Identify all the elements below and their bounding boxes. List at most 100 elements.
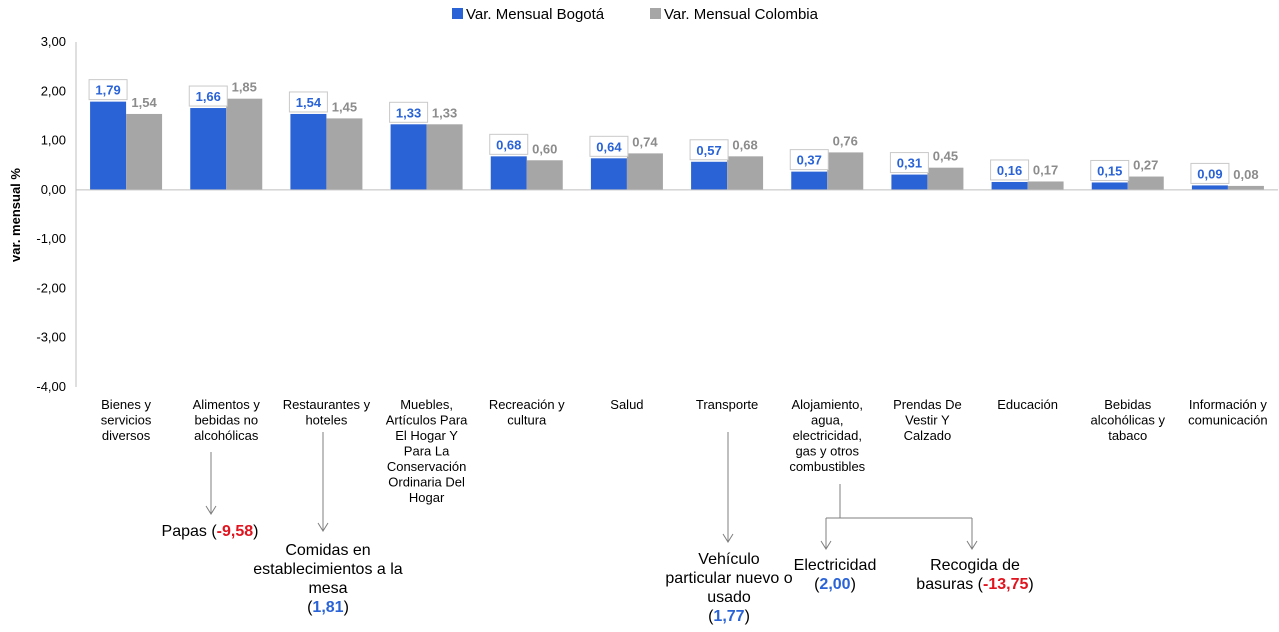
data-label-colombia: 1,33 — [432, 105, 457, 120]
data-label-bogota: 0,57 — [696, 143, 721, 158]
arrowhead-electricidad — [820, 540, 832, 550]
annotation-vehiculo: Vehículo particular nuevo o usado (1,77) — [665, 551, 793, 625]
bar-colombia — [326, 118, 363, 190]
data-label-box — [889, 152, 929, 174]
legend-swatch-colombia — [650, 8, 661, 19]
arrowhead-comidas — [317, 522, 329, 532]
category-label: Bebidas alcohólicas y tabaco — [1091, 397, 1166, 443]
chart-legend: Var. Mensual Bogotá Var. Mensual Colombia — [452, 6, 819, 23]
bar-bogota — [490, 156, 527, 190]
y-tick-label: 2,00 — [41, 83, 66, 98]
category-label: Alimentos y bebidas no alcohólicas — [193, 397, 261, 443]
data-label-bogota: 0,68 — [496, 137, 521, 152]
data-label-bogota: 0,37 — [797, 153, 822, 168]
data-label-box — [389, 101, 429, 123]
data-label-box — [188, 85, 228, 107]
category-labels: Bienes y servicios diversos Alimentos y bebi… — [101, 397, 1268, 505]
data-label-bogota: 0,31 — [897, 156, 922, 171]
data-label-box — [489, 133, 529, 155]
bar-colombia — [226, 98, 263, 190]
data-label-bogota: 1,54 — [296, 95, 322, 110]
category-label: Salud — [610, 397, 643, 412]
data-label-colombia: 0,27 — [1133, 158, 1158, 173]
bar-colombia — [526, 160, 563, 190]
data-label-box — [589, 135, 629, 157]
bar-colombia — [626, 153, 663, 190]
arrowhead-vehiculo — [722, 533, 734, 543]
category-label: Transporte — [696, 397, 758, 412]
bar-bogota — [290, 113, 327, 190]
bar-colombia — [1127, 176, 1164, 190]
legend-label-colombia: Var. Mensual Colombia — [664, 6, 819, 23]
y-tick-label: -4,00 — [36, 379, 66, 394]
annotation-comidas: Comidas en establecimientos a la mesa (1… — [253, 542, 403, 616]
data-label-colombia: 0,68 — [732, 137, 757, 152]
annotation-electricidad: Electricidad (2,00) — [793, 557, 877, 593]
y-tick-label: 0,00 — [41, 182, 66, 197]
data-label-bogota: 1,79 — [95, 83, 120, 98]
bar-bogota — [1091, 182, 1128, 190]
data-label-colombia: 1,45 — [332, 99, 357, 114]
bar-bogota — [590, 158, 627, 190]
category-label: Educación — [997, 397, 1058, 412]
data-label-bogota: 1,33 — [396, 105, 421, 120]
bar-bogota — [1191, 185, 1228, 190]
bar-bogota — [691, 161, 728, 190]
bar-colombia — [1227, 185, 1264, 190]
category-label: Restaurantes y hoteles — [283, 397, 371, 428]
category-label: Muebles, Artículos Para El Hogar Y Para La C… — [386, 397, 468, 505]
y-tick-label: -3,00 — [36, 330, 66, 345]
bar-colombia — [927, 167, 964, 190]
data-label-bogota: 0,64 — [596, 139, 622, 154]
bar-bogota — [90, 101, 127, 190]
y-tick-label: -2,00 — [36, 280, 66, 295]
data-label-colombia: 0,17 — [1033, 162, 1058, 177]
data-label-bogota: 0,09 — [1197, 166, 1222, 181]
arrowhead-papas — [205, 505, 217, 515]
data-label-box — [1190, 162, 1230, 184]
data-label-colombia: 1,85 — [232, 80, 257, 95]
legend-swatch-bogota — [452, 8, 463, 19]
data-labels: 1,79 1,54 1,66 1,85 1,54 1,45 1,33 1,33 0,68 0,60… — [88, 79, 1259, 184]
arrowhead-recogida — [966, 540, 978, 550]
category-label: Recreación y cultura — [489, 397, 565, 428]
annotation-recogida: Recogida de basuras (-13,75) — [916, 557, 1034, 593]
y-axis-ticks: 3,00 2,00 1,00 0,00 -1,00 -2,00 -3,00 -4,00 — [36, 34, 66, 394]
data-label-box — [789, 149, 829, 171]
data-label-bogota: 0,16 — [997, 163, 1022, 178]
legend-label-bogota: Var. Mensual Bogotá — [466, 6, 605, 23]
data-label-colombia: 0,08 — [1233, 167, 1258, 182]
category-label: Información y comunicación — [1188, 397, 1268, 428]
data-label-bogota: 0,15 — [1097, 163, 1122, 178]
data-label-colombia: 0,45 — [933, 149, 958, 164]
annotation-papas: Papas (-9,58) — [161, 523, 259, 540]
data-label-colombia: 0,76 — [833, 133, 858, 148]
y-tick-label: -1,00 — [36, 231, 66, 246]
category-label: Bienes y servicios diversos — [101, 397, 152, 443]
y-tick-label: 1,00 — [41, 133, 66, 148]
data-label-box — [990, 159, 1030, 181]
bar-bogota — [991, 181, 1028, 190]
bar-colombia — [727, 156, 764, 190]
data-label-colombia: 0,60 — [532, 141, 557, 156]
annotation-arrows — [205, 432, 978, 550]
bar-colombia — [426, 124, 463, 190]
bar-colombia — [827, 152, 864, 190]
bars — [90, 98, 1264, 190]
bar-bogota — [791, 171, 828, 190]
bar-bogota — [390, 124, 427, 190]
bar-bogota — [891, 174, 928, 190]
data-label-bogota: 1,66 — [196, 89, 221, 104]
data-label-box — [689, 139, 729, 161]
data-label-box — [288, 91, 328, 113]
bar-bogota — [190, 108, 227, 190]
y-tick-label: 3,00 — [41, 34, 66, 49]
data-label-colombia: 0,74 — [632, 134, 658, 149]
category-label: Prendas De Vestir Y Calzado — [893, 397, 962, 443]
data-label-box — [1090, 159, 1130, 181]
data-label-box — [88, 79, 128, 101]
y-axis-label: var. mensual % — [8, 168, 23, 262]
category-label: Alojamiento, agua, electricidad, gas y otro… — [789, 397, 865, 474]
data-label-colombia: 1,54 — [131, 95, 157, 110]
